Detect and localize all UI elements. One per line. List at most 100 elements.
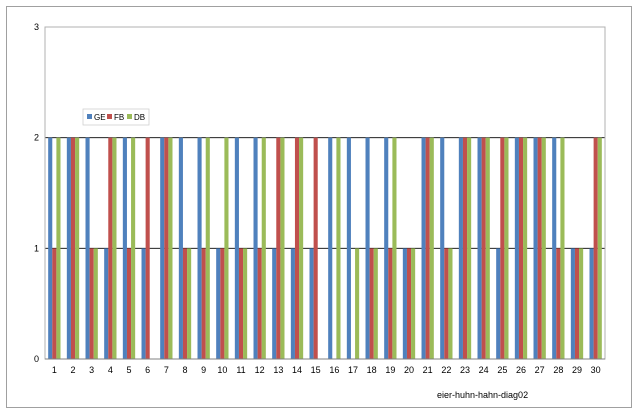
x-tick-label: 2 xyxy=(70,365,75,375)
bar-ge xyxy=(328,137,333,359)
bar-fb xyxy=(145,137,150,359)
legend-label: GE xyxy=(94,113,106,122)
bar-db xyxy=(56,137,61,359)
bar-db xyxy=(355,248,360,359)
legend-swatch xyxy=(127,114,132,119)
bar-fb xyxy=(108,137,113,359)
x-tick-label: 25 xyxy=(497,365,507,375)
bar-ge xyxy=(458,137,463,359)
bar-fb xyxy=(257,248,262,359)
axes xyxy=(44,26,606,360)
bar-db xyxy=(187,248,192,359)
x-tick-label: 9 xyxy=(201,365,206,375)
bar-ge xyxy=(85,137,90,359)
bar-db xyxy=(579,248,584,359)
bar-fb xyxy=(126,248,132,359)
legend: GE FB DB xyxy=(82,108,150,126)
bar-ge xyxy=(290,248,295,359)
bar-ge xyxy=(384,137,389,359)
x-tick-label: 17 xyxy=(348,365,358,375)
bar-fb xyxy=(313,137,318,359)
bar-db xyxy=(429,137,434,359)
bar-fb xyxy=(518,137,524,359)
bar-db xyxy=(560,137,565,359)
bar-fb xyxy=(238,248,244,359)
x-tick-label: 27 xyxy=(535,365,545,375)
bar-db xyxy=(597,137,602,359)
bar-ge xyxy=(365,137,370,359)
bar-ge xyxy=(272,248,277,359)
bar-db xyxy=(411,248,416,359)
bar-ge xyxy=(514,137,519,359)
bar-db xyxy=(392,137,397,359)
x-tick-label: 12 xyxy=(255,365,265,375)
y-tick-label: 0 xyxy=(34,354,39,364)
bar-ge xyxy=(570,248,575,359)
bar-fb xyxy=(52,248,57,359)
y-tick-label: 1 xyxy=(34,243,39,253)
legend-label: DB xyxy=(134,113,145,122)
bar-db xyxy=(448,248,453,359)
bar-db xyxy=(261,137,266,359)
bar-ge xyxy=(440,137,445,359)
bar-fb xyxy=(406,248,412,359)
bar-fb xyxy=(201,248,206,359)
bar-db xyxy=(504,137,509,359)
y-tick-labels: 0 1 2 3 xyxy=(34,22,39,364)
bar-ge xyxy=(48,137,53,359)
x-tick-label: 6 xyxy=(145,365,150,375)
bar-fb xyxy=(593,137,598,359)
x-tick-labels: 1 2 3 4 5 6 7 8 9 10 11 12 13 14 15 16 17 18 19 20 21 22 23 24 2… xyxy=(52,365,601,375)
bar-ge xyxy=(141,248,146,359)
x-tick-label: 11 xyxy=(236,365,245,375)
x-tick-label: 1 xyxy=(52,365,57,375)
bar-db xyxy=(75,137,80,359)
x-tick-label: 5 xyxy=(126,365,131,375)
x-tick-label: 20 xyxy=(404,365,414,375)
x-tick-label: 22 xyxy=(441,365,451,375)
bar-db xyxy=(336,137,341,359)
bar-fb xyxy=(164,137,169,359)
bar-fb xyxy=(444,248,449,359)
legend-swatch xyxy=(107,114,112,119)
bar-ge xyxy=(160,137,165,359)
x-tick-label: 13 xyxy=(273,365,283,375)
bar-fb xyxy=(276,137,281,359)
bar-ge xyxy=(552,137,557,359)
bar-db xyxy=(523,137,528,359)
x-tick-label: 21 xyxy=(423,365,433,375)
x-tick-label: 7 xyxy=(164,365,169,375)
bar-fb xyxy=(500,137,505,359)
bar-fb xyxy=(556,248,561,359)
x-tick-label: 3 xyxy=(89,365,94,375)
bar-fb xyxy=(89,248,94,359)
legend-swatch xyxy=(87,114,92,119)
bar-db xyxy=(112,137,117,359)
bar-fb xyxy=(425,137,430,359)
bar-ge xyxy=(477,137,482,359)
x-tick-label: 24 xyxy=(479,365,489,375)
bar-ge xyxy=(309,248,314,359)
x-tick-label: 18 xyxy=(367,365,377,375)
bar-ge xyxy=(216,248,221,359)
bar-db xyxy=(205,137,210,359)
bar-fb xyxy=(574,248,580,359)
bar-ge xyxy=(496,248,501,359)
bar-fb xyxy=(369,248,374,359)
bar-fb xyxy=(481,137,486,359)
bar-db xyxy=(131,137,136,359)
bar-db xyxy=(224,137,229,359)
gridlines xyxy=(45,137,605,249)
chart-caption: eier-huhn-hahn-diag02 xyxy=(437,390,528,400)
bar-db xyxy=(485,137,490,359)
bar-ge xyxy=(402,248,407,359)
bar-fb xyxy=(537,137,542,359)
x-tick-label: 23 xyxy=(460,365,470,375)
x-tick-label: 16 xyxy=(329,365,339,375)
bar-db xyxy=(93,248,98,359)
bar-ge xyxy=(104,248,109,359)
x-tick-label: 29 xyxy=(572,365,582,375)
bar-ge xyxy=(197,137,202,359)
bar-ge xyxy=(234,137,239,359)
